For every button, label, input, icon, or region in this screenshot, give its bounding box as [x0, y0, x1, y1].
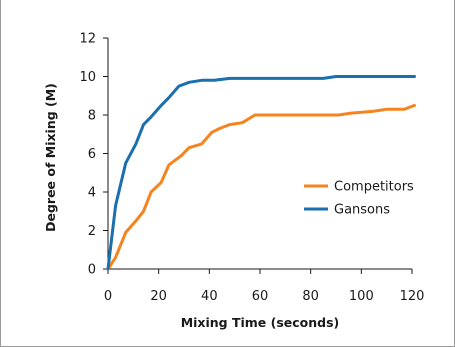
- x-tick-label: 120: [400, 289, 425, 304]
- legend-label-gansons: Gansons: [334, 203, 390, 218]
- y-tick-label: 8: [88, 109, 96, 124]
- x-tick-label: 80: [302, 289, 319, 304]
- x-ticks: 0 20 40 60 80 100 120: [104, 269, 425, 304]
- y-tick-label: 0: [88, 263, 96, 278]
- y-tick-label: 10: [79, 70, 96, 85]
- series-line-gansons: [106, 75, 416, 271]
- x-tick-label: 40: [201, 289, 218, 304]
- y-tick-label: 12: [79, 32, 96, 47]
- axes: [107, 38, 412, 270]
- legend: Competitors Gansons: [304, 180, 414, 218]
- y-ticks: 0 2 4 6 8 10 12: [79, 32, 108, 278]
- x-tick-label: 0: [104, 289, 112, 304]
- y-axis-title: Degree of Mixing (M): [43, 83, 58, 232]
- x-tick-label: 100: [349, 289, 374, 304]
- y-tick-label: 2: [88, 224, 96, 239]
- y-tick-label: 6: [88, 147, 96, 162]
- series-layer: [106, 75, 416, 271]
- series-line-competitors: [106, 103, 416, 271]
- x-tick-label: 20: [150, 289, 167, 304]
- legend-label-competitors: Competitors: [334, 180, 414, 195]
- x-axis-title: Mixing Time (seconds): [181, 315, 340, 330]
- y-tick-label: 4: [88, 186, 96, 201]
- x-tick-label: 60: [252, 289, 269, 304]
